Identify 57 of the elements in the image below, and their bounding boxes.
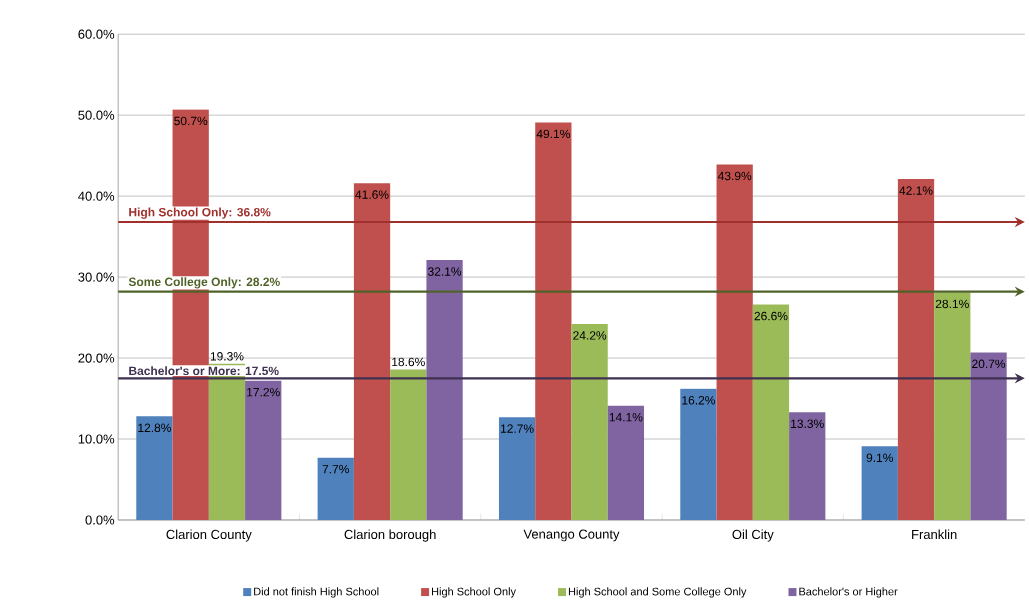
data-label: 13.3% — [791, 419, 824, 428]
data-label: 17.2% — [247, 387, 280, 397]
data-label: 49.1% — [536, 129, 570, 139]
x-tick-label: Venango County — [523, 529, 620, 542]
data-label: 16.2% — [682, 395, 715, 405]
data-label: 41.6% — [355, 190, 389, 199]
bar — [498, 417, 536, 520]
bar — [716, 164, 753, 520]
data-label: 14.1% — [609, 412, 643, 422]
data-label: 32.1% — [428, 267, 462, 276]
bar — [353, 183, 391, 520]
x-tick-label: Franklin — [912, 529, 957, 539]
ref-line-label: High School Only: 36.8% — [129, 207, 271, 219]
bar — [426, 260, 463, 520]
data-label: 43.9% — [717, 171, 752, 181]
data-label: 24.2% — [573, 331, 607, 340]
x-tick-label: Clarion County — [166, 529, 252, 542]
data-label: 20.7% — [972, 359, 1006, 368]
x-tick-label: Clarion borough — [344, 529, 436, 542]
legend-label: Bachelor's or Higher — [799, 587, 898, 598]
bar — [571, 323, 608, 520]
bar — [970, 352, 1007, 520]
data-label: 42.1% — [899, 186, 933, 195]
legend-label: Did not finish High School — [254, 587, 379, 598]
ref-line-label: Bachelor's or More: 17.5% — [129, 366, 279, 376]
legend-label: High School Only — [432, 587, 516, 598]
data-label: 50.7% — [174, 116, 208, 126]
data-label: 7.7% — [322, 464, 349, 474]
bar — [535, 122, 572, 520]
bar — [136, 416, 173, 520]
ref-line-label: Some College Only: 28.2% — [128, 277, 280, 289]
data-label: 9.1% — [866, 453, 893, 462]
y-tick-label: 30.0% — [78, 272, 115, 282]
bar — [861, 446, 898, 520]
data-label: 28.1% — [935, 299, 969, 309]
bar — [245, 380, 282, 520]
y-tick-label: 20.0% — [78, 353, 115, 363]
y-tick-label: 10.0% — [78, 434, 115, 444]
data-label: 12.8% — [138, 423, 171, 432]
bar — [897, 179, 935, 520]
data-label: 12.7% — [500, 424, 534, 433]
bar — [752, 304, 790, 520]
y-tick-label: 60.0% — [78, 29, 115, 39]
bar — [934, 292, 971, 520]
bar — [789, 412, 826, 520]
bar — [317, 457, 354, 520]
y-tick-label: 0.0% — [85, 515, 115, 525]
legend-label: High School and Some College Only — [568, 587, 747, 598]
data-label: 26.6% — [754, 311, 788, 321]
y-tick-label: 40.0% — [78, 191, 115, 201]
data-label: 18.6% — [392, 357, 425, 367]
y-tick-label: 50.0% — [78, 110, 115, 120]
data-label: 19.3% — [210, 351, 244, 361]
bar — [680, 388, 717, 520]
bar — [607, 405, 645, 520]
bar — [390, 369, 427, 520]
x-tick-label: Oil City — [732, 529, 774, 542]
